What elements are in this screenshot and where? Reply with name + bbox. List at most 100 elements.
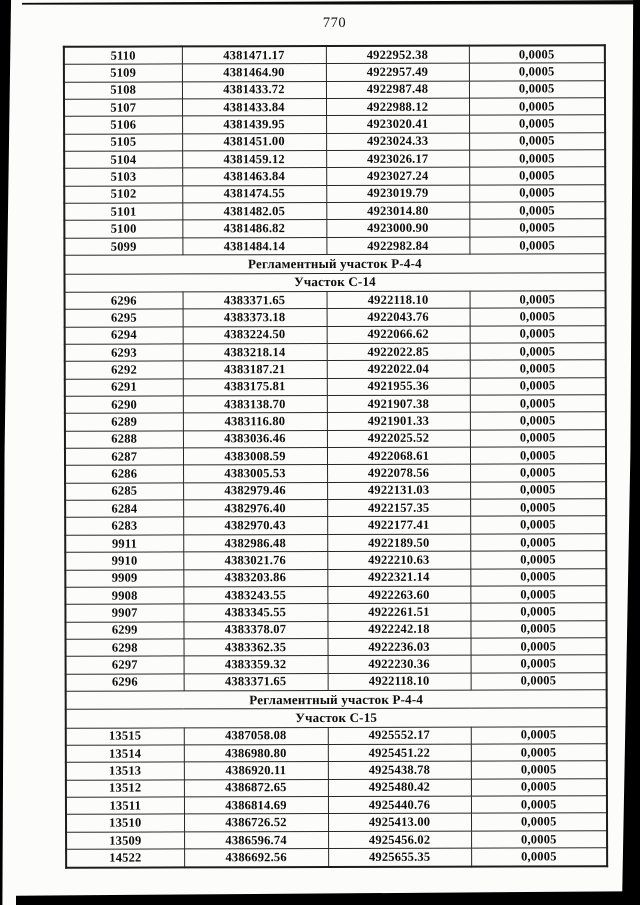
y-coordinate-cell: 4925456.02 (328, 830, 472, 849)
accuracy-cell: 0,0005 (470, 533, 607, 552)
point-id-cell: 6296 (64, 291, 183, 310)
accuracy-cell: 0,0005 (469, 167, 606, 185)
accuracy-cell: 0,0005 (470, 498, 607, 517)
table-row: 6285 4382979.46 4922131.03 0,0005 (65, 481, 607, 501)
point-id-cell: 6293 (64, 343, 183, 362)
x-coordinate-cell: 4381474.55 (182, 185, 327, 204)
table-row: 6299 4383378.07 4922242.18 0,0005 (65, 620, 607, 640)
y-coordinate-cell: 4922230.36 (327, 655, 471, 674)
y-coordinate-cell: 4925438.78 (327, 761, 471, 780)
y-coordinate-cell: 4922177.41 (327, 516, 471, 535)
y-coordinate-cell: 4922987.48 (325, 80, 469, 99)
accuracy-cell: 0,0005 (468, 80, 605, 99)
table-row: 6297 4383359.32 4922230.36 0,0005 (65, 654, 607, 674)
y-coordinate-cell: 4921901.33 (326, 412, 470, 431)
table-row: 9908 4383243.55 4922263.60 0,0005 (65, 585, 607, 605)
y-coordinate-cell: 4922131.03 (327, 481, 471, 500)
table-row: 5100 4381486.82 4923000.90 0,0005 (64, 219, 606, 239)
x-coordinate-cell: 4382970.43 (183, 517, 328, 535)
table-row: 6291 4383175.81 4921955.36 0,0005 (64, 377, 606, 397)
accuracy-cell: 0,0005 (469, 377, 606, 396)
point-id-cell: 5102 (64, 185, 183, 204)
x-coordinate-cell: 4383378.07 (183, 621, 328, 639)
coordinate-table-grid: 5110 4381471.17 4922952.38 0,0005 5109 438146… (62, 44, 609, 869)
accuracy-cell: 0,0005 (469, 149, 606, 168)
x-coordinate-cell: 4386980.80 (183, 744, 328, 763)
accuracy-cell: 0,0005 (471, 847, 608, 867)
x-coordinate-cell: 4383036.46 (182, 430, 327, 449)
accuracy-cell: 0,0005 (470, 761, 607, 779)
table-row: 13514 4386980.80 4925451.22 0,0005 (65, 743, 607, 763)
accuracy-cell: 0,0005 (470, 726, 607, 745)
table-row: 5099 4381484.14 4922982.84 0,0005 (64, 236, 606, 256)
x-coordinate-cell: 4386692.56 (184, 848, 329, 868)
y-coordinate-cell: 4922982.84 (326, 236, 470, 255)
point-id-cell: 5107 (64, 99, 183, 117)
section-header: Регламентный участок Р-4-4 (65, 689, 607, 710)
accuracy-cell: 0,0005 (469, 412, 606, 430)
y-coordinate-cell: 4922952.38 (325, 45, 469, 64)
point-id-cell: 6296 (65, 673, 184, 692)
x-coordinate-cell: 4381463.84 (182, 167, 327, 186)
x-coordinate-cell: 4381484.14 (182, 237, 327, 256)
coordinate-table: 5110 4381471.17 4922952.38 0,0005 5109 438146… (62, 44, 609, 869)
x-coordinate-cell: 4386872.65 (183, 779, 328, 798)
x-coordinate-cell: 4383373.18 (182, 308, 327, 327)
x-coordinate-cell: 4381451.00 (182, 133, 327, 152)
x-coordinate-cell: 4382979.46 (183, 482, 328, 501)
y-coordinate-cell: 4922068.61 (326, 447, 471, 465)
y-coordinate-cell: 4923026.17 (326, 150, 470, 168)
point-id-cell: 6292 (64, 361, 183, 379)
point-id-cell: 5106 (64, 116, 183, 135)
table-row: 6294 4383224.50 4922066.62 0,0005 (64, 325, 606, 345)
table-row: 6289 4383116.80 4921901.33 0,0005 (64, 412, 606, 432)
x-coordinate-cell: 4382976.40 (183, 499, 328, 518)
table-row: 13509 4386596.74 4925456.02 0,0005 (66, 830, 608, 850)
section-header: Участок С-14 (64, 272, 606, 293)
x-coordinate-cell: 4386814.69 (183, 796, 328, 815)
accuracy-cell: 0,0005 (470, 637, 607, 656)
point-id-cell: 14522 (66, 849, 185, 868)
y-coordinate-cell: 4922263.60 (327, 585, 471, 604)
table-row: 13510 4386726.52 4925413.00 0,0005 (65, 813, 608, 833)
table-row: 5110 4381471.17 4922952.38 0,0005 (63, 45, 605, 65)
point-id-cell: 13514 (65, 745, 184, 763)
accuracy-cell: 0,0005 (470, 795, 607, 814)
y-coordinate-cell: 4922321.14 (327, 568, 471, 587)
point-id-cell: 6297 (65, 656, 184, 674)
y-coordinate-cell: 4922236.03 (327, 638, 471, 656)
accuracy-cell: 0,0005 (470, 620, 607, 639)
y-coordinate-cell: 4922022.85 (326, 343, 470, 361)
point-id-cell: 5099 (64, 237, 183, 256)
point-id-cell: 13510 (65, 814, 185, 833)
accuracy-cell: 0,0005 (469, 360, 606, 378)
y-coordinate-cell: 4925413.00 (327, 813, 472, 832)
x-coordinate-cell: 4383005.53 (183, 464, 328, 483)
accuracy-cell: 0,0005 (469, 325, 606, 344)
x-coordinate-cell: 4383203.86 (183, 569, 328, 587)
table-row: 13512 4386872.65 4925480.42 0,0005 (65, 778, 607, 798)
y-coordinate-cell: 4922043.76 (326, 308, 470, 327)
accuracy-cell: 0,0005 (469, 201, 606, 220)
x-coordinate-cell: 4381471.17 (181, 46, 326, 65)
point-id-cell: 5105 (64, 133, 183, 152)
point-id-cell: 13512 (65, 779, 184, 798)
point-id-cell: 13511 (65, 797, 184, 815)
coordinate-table-body: 5110 4381471.17 4922952.38 0,0005 5109 438146… (63, 45, 608, 868)
point-id-cell: 6295 (64, 309, 183, 327)
table-row: 9910 4383021.76 4922210.63 0,0005 (65, 550, 607, 570)
section-header-row: Регламентный участок Р-4-4 (64, 253, 606, 274)
y-coordinate-cell: 4921955.36 (326, 377, 470, 396)
x-coordinate-cell: 4381459.12 (182, 150, 327, 169)
y-coordinate-cell: 4923020.41 (326, 115, 470, 134)
page-number: 770 (322, 15, 347, 31)
point-id-cell: 5104 (64, 151, 183, 169)
x-coordinate-cell: 4381464.90 (181, 63, 326, 82)
y-coordinate-cell: 4923000.90 (326, 219, 470, 238)
x-coordinate-cell: 4386920.11 (183, 761, 328, 780)
x-coordinate-cell: 4383359.32 (183, 655, 328, 674)
point-id-cell: 9909 (65, 569, 184, 588)
y-coordinate-cell: 4922157.35 (327, 499, 471, 518)
y-coordinate-cell: 4922957.49 (325, 63, 469, 82)
